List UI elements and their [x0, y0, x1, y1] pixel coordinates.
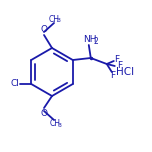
Text: F: F: [110, 71, 115, 79]
Text: NH: NH: [83, 35, 97, 43]
Text: 3: 3: [57, 123, 62, 128]
Text: 2: 2: [93, 36, 98, 45]
Text: O: O: [40, 109, 47, 117]
Text: Cl: Cl: [11, 79, 20, 88]
Text: O: O: [40, 26, 47, 35]
Text: CH: CH: [48, 14, 59, 24]
Text: 3: 3: [57, 18, 60, 23]
Text: HCl: HCl: [116, 67, 134, 77]
Text: CH: CH: [50, 119, 60, 128]
Text: F: F: [114, 55, 119, 64]
Text: F: F: [117, 62, 122, 71]
